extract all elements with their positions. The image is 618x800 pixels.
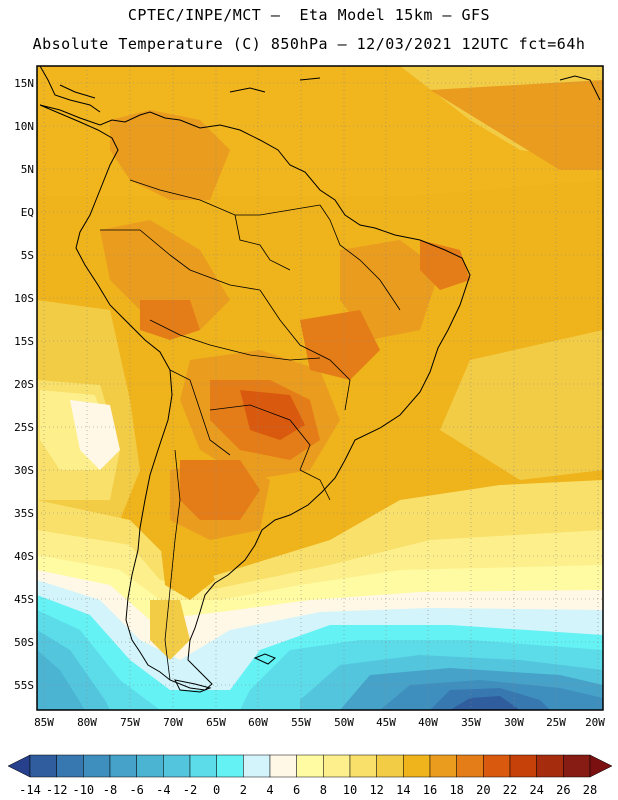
lat-label: 40S xyxy=(14,550,34,563)
lon-label: 20W xyxy=(585,716,605,729)
colorbar-tick-label: 18 xyxy=(449,783,463,797)
map-subtitle: Absolute Temperature (C) 850hPa – 12/03/… xyxy=(32,35,586,53)
colorbar-tick-label: 16 xyxy=(423,783,437,797)
lat-label: 45S xyxy=(14,593,34,606)
country-borders xyxy=(100,179,401,681)
coastline xyxy=(39,66,601,693)
colorbar-arrow-high xyxy=(589,754,613,778)
lon-label: 50W xyxy=(334,716,354,729)
colorbar-tick-label: -2 xyxy=(183,783,197,797)
colorbar-segment xyxy=(349,754,377,778)
lon-label: 55W xyxy=(291,716,311,729)
colorbar-tick-label: -14 xyxy=(19,783,41,797)
lon-label: 80W xyxy=(77,716,97,729)
lat-label: 20S xyxy=(14,378,34,391)
colorbar-tick-label: -6 xyxy=(129,783,143,797)
colorbar-tick-label: 28 xyxy=(583,783,597,797)
lat-label: 5N xyxy=(21,163,34,176)
colorbar-segment xyxy=(136,754,164,778)
colorbar-tick-label: 2 xyxy=(240,783,247,797)
lat-label: 5S xyxy=(21,249,34,262)
colorbar-tick-label: 22 xyxy=(503,783,517,797)
colorbar-segment xyxy=(83,754,111,778)
colorbar-tick-label: 20 xyxy=(476,783,490,797)
lat-label: 25S xyxy=(14,421,34,434)
longitude-labels: 85W 80W 75W 70W 65W 60W 55W 50W 45W 40W … xyxy=(34,716,605,729)
colorbar-tick-label: 4 xyxy=(266,783,273,797)
lon-label: 70W xyxy=(163,716,183,729)
lat-label: 55S xyxy=(14,679,34,692)
colorbar-tick-label: 12 xyxy=(369,783,383,797)
lon-label: 65W xyxy=(206,716,226,729)
lat-label: 50S xyxy=(14,636,34,649)
colorbar-segment xyxy=(536,754,564,778)
colorbar-segment xyxy=(456,754,484,778)
lat-label: EQ xyxy=(21,206,34,219)
colorbar-tick-label: 8 xyxy=(320,783,327,797)
colorbar-segment xyxy=(483,754,511,778)
colorbar-labels: -14 -12 -10 -8 -6 -4 -2 0 2 4 6 8 10 12 14 16 18 20 22 24 26… xyxy=(19,783,597,797)
lon-label: 40W xyxy=(418,716,438,729)
colorbar-segment xyxy=(189,754,217,778)
colorbar-segment xyxy=(296,754,324,778)
graticule xyxy=(37,66,603,710)
colorbar-segment xyxy=(376,754,404,778)
colorbar-tick-label: 0 xyxy=(213,783,220,797)
lon-label: 60W xyxy=(248,716,268,729)
lon-label: 75W xyxy=(120,716,140,729)
colorbar-segment xyxy=(29,754,57,778)
colorbar-tick-label: 14 xyxy=(396,783,410,797)
colorbar-tick-label: 10 xyxy=(343,783,357,797)
lat-label: 10S xyxy=(14,292,34,305)
colorbar-tick-label: 26 xyxy=(556,783,570,797)
colorbar-segment xyxy=(163,754,191,778)
colorbar-segment xyxy=(323,754,351,778)
colorbar-tick-label: -8 xyxy=(103,783,117,797)
colorbar-segment xyxy=(216,754,244,778)
lon-label: 45W xyxy=(376,716,396,729)
map-frame xyxy=(36,65,604,711)
colorbar-segment xyxy=(269,754,297,778)
latitude-labels: 15N 10N 5N EQ 5S 10S 15S 20S 25S 30S 35S… xyxy=(14,77,34,692)
colorbar-segment xyxy=(509,754,537,778)
colorbar-segment xyxy=(56,754,84,778)
lon-label: 30W xyxy=(504,716,524,729)
lat-label: 35S xyxy=(14,507,34,520)
lat-label: 30S xyxy=(14,464,34,477)
colorbar-tick-label: -12 xyxy=(46,783,68,797)
colorbar-arrow-low xyxy=(7,754,31,778)
temperature-field xyxy=(37,66,603,710)
colorbar-segment xyxy=(109,754,137,778)
lon-label: 25W xyxy=(546,716,566,729)
lon-label: 35W xyxy=(461,716,481,729)
lon-label: 85W xyxy=(34,716,54,729)
colorbar-tick-label: 6 xyxy=(293,783,300,797)
lat-label: 15S xyxy=(14,335,34,348)
map-title: CPTEC/INPE/MCT – Eta Model 15km – GFS xyxy=(127,6,491,24)
lat-label: 10N xyxy=(14,120,34,133)
colorbar-segment xyxy=(429,754,457,778)
colorbar-segment xyxy=(563,754,591,778)
colorbar-segment xyxy=(403,754,431,778)
lat-label: 15N xyxy=(14,77,34,90)
colorbar-tick-label: -4 xyxy=(156,783,170,797)
colorbar-tick-label: 24 xyxy=(529,783,543,797)
colorbar-tick-label: -10 xyxy=(72,783,94,797)
colorbar xyxy=(7,754,613,778)
colorbar-segment xyxy=(243,754,271,778)
